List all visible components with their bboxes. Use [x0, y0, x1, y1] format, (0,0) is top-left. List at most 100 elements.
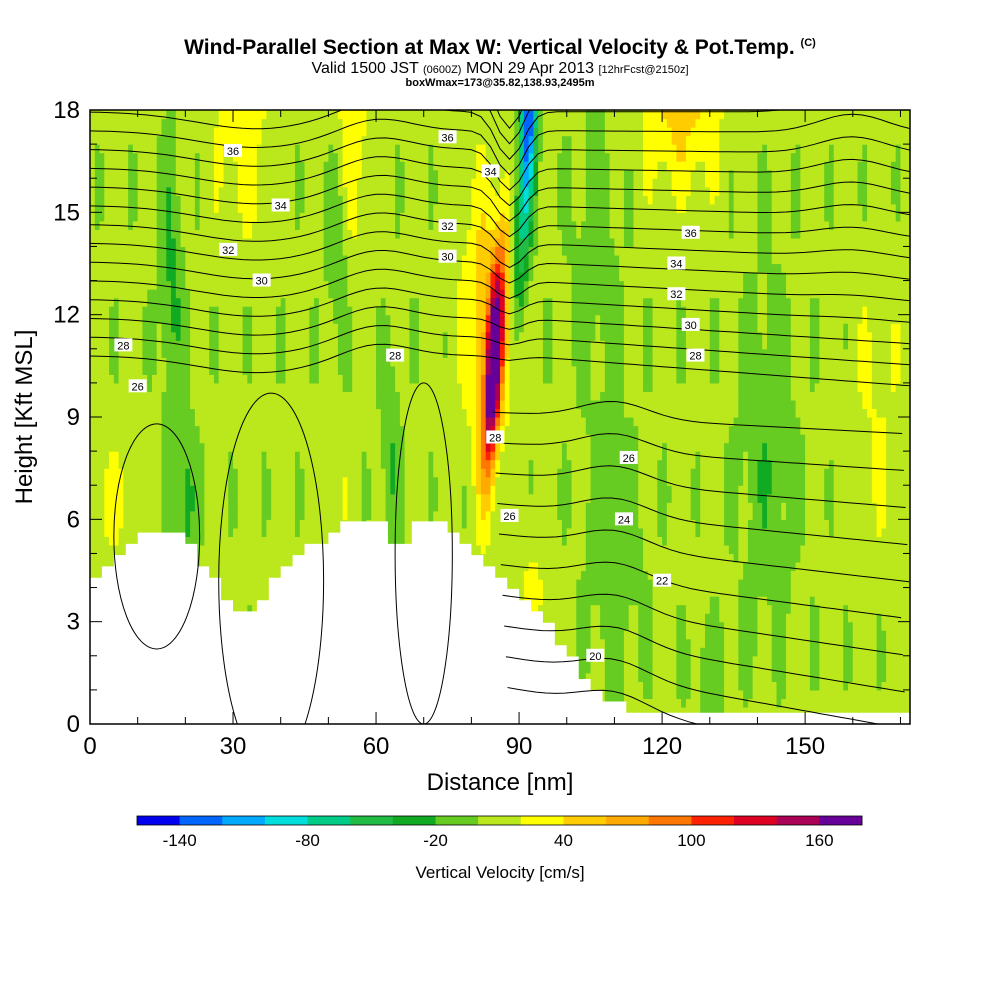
velocity-cell: [323, 536, 329, 546]
velocity-cell: [380, 254, 387, 265]
velocity-cell: [361, 493, 368, 503]
velocity-cell: [352, 289, 358, 299]
velocity-cell: [361, 186, 368, 196]
velocity-cell: [147, 203, 153, 213]
velocity-cell: [242, 297, 248, 307]
velocity-cell: [261, 169, 267, 179]
velocity-cell: [290, 476, 296, 486]
velocity-cell: [380, 417, 387, 427]
velocity-cell: [404, 118, 411, 128]
velocity-cell: [285, 254, 291, 265]
velocity-cell: [356, 152, 363, 162]
velocity-cell: [352, 459, 358, 469]
velocity-cell: [261, 178, 267, 188]
velocity-cell: [113, 246, 120, 256]
velocity-cell: [399, 263, 406, 273]
velocity-cell: [395, 314, 401, 324]
velocity-cell: [280, 510, 287, 520]
velocity-cell: [171, 399, 177, 410]
velocity-cell: [128, 289, 134, 299]
velocity-cell: [318, 110, 325, 120]
velocity-cell: [342, 340, 349, 350]
velocity-cell: [404, 374, 411, 384]
velocity-cell: [166, 306, 172, 316]
velocity-cell: [151, 220, 158, 230]
velocity-cell: [166, 468, 172, 478]
velocity-cell: [94, 186, 101, 196]
velocity-cell: [175, 374, 182, 384]
velocity-cell: [385, 289, 391, 299]
velocity-cell: [271, 127, 277, 137]
velocity-cell: [123, 135, 129, 145]
velocity-cell: [104, 468, 110, 478]
velocity-cell: [113, 382, 120, 393]
velocity-cell: [356, 451, 363, 461]
velocity-cell: [137, 229, 144, 239]
velocity-cell: [171, 237, 177, 248]
velocity-cell: [190, 161, 196, 171]
velocity-cell: [352, 135, 358, 145]
velocity-cell: [352, 382, 358, 393]
velocity-cell: [90, 417, 96, 427]
velocity-cell: [371, 510, 377, 520]
velocity-cell: [147, 527, 153, 537]
velocity-cell: [352, 417, 358, 427]
velocity-cell: [333, 399, 339, 410]
velocity-cell: [309, 536, 315, 546]
velocity-cell: [309, 169, 315, 179]
velocity-cell: [247, 289, 253, 299]
velocity-cell: [123, 451, 129, 461]
velocity-cell: [233, 229, 239, 239]
velocity-cell: [142, 331, 148, 341]
velocity-cell: [218, 399, 225, 410]
velocity-cell: [252, 425, 258, 435]
velocity-cell: [414, 212, 420, 222]
velocity-cell: [318, 289, 325, 299]
velocity-cell: [390, 536, 396, 546]
velocity-cell: [356, 357, 363, 367]
velocity-cell: [342, 451, 349, 461]
velocity-cell: [361, 127, 368, 137]
velocity-cell: [309, 331, 315, 341]
velocity-cell: [337, 485, 344, 495]
velocity-cell: [337, 161, 344, 171]
velocity-cell: [137, 152, 144, 162]
velocity-cell: [271, 519, 277, 529]
velocity-cell: [237, 263, 244, 273]
velocity-cell: [104, 263, 110, 273]
velocity-cell: [309, 280, 315, 290]
velocity-cell: [399, 161, 406, 171]
velocity-cell: [209, 340, 215, 350]
velocity-cell: [237, 297, 244, 307]
velocity-cell: [261, 579, 267, 589]
velocity-cell: [213, 220, 220, 230]
velocity-cell: [399, 110, 406, 120]
velocity-cell: [247, 527, 253, 537]
velocity-cell: [347, 152, 353, 162]
velocity-cell: [295, 110, 301, 120]
velocity-cell: [156, 399, 163, 410]
velocity-cell: [223, 399, 229, 410]
velocity-cell: [285, 331, 291, 341]
velocity-cell: [237, 476, 244, 486]
velocity-cell: [256, 425, 263, 435]
velocity-cell: [213, 331, 220, 341]
velocity-cell: [94, 306, 101, 316]
velocity-cell: [318, 476, 325, 486]
velocity-cell: [156, 408, 163, 418]
velocity-cell: [223, 254, 229, 265]
velocity-cell: [166, 220, 172, 230]
velocity-cell: [199, 254, 206, 265]
velocity-cell: [271, 365, 277, 375]
velocity-cell: [194, 118, 201, 128]
velocity-cell: [328, 468, 334, 478]
velocity-cell: [399, 280, 406, 290]
velocity-cell: [347, 314, 353, 324]
velocity-cell: [147, 331, 153, 341]
velocity-cell: [242, 527, 248, 537]
velocity-cell: [347, 323, 353, 333]
velocity-cell: [142, 357, 148, 367]
velocity-cell: [309, 237, 315, 248]
velocity-cell: [118, 110, 124, 120]
velocity-cell: [275, 357, 282, 367]
